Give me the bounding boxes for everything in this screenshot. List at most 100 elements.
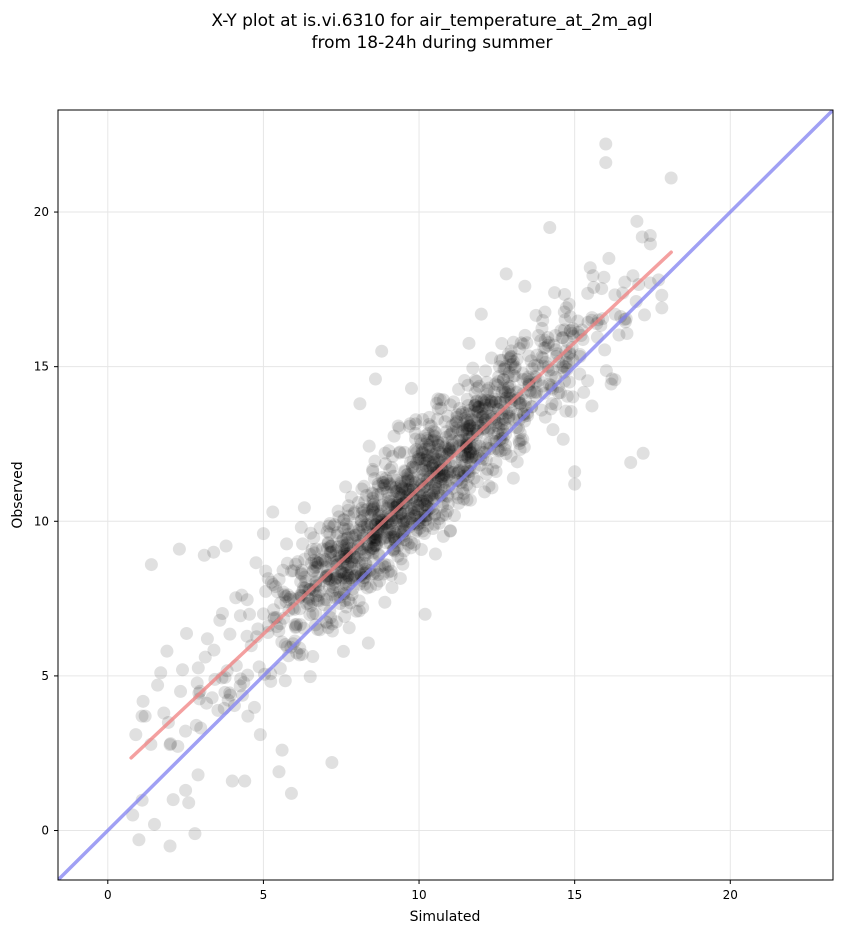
data-point — [516, 366, 530, 380]
data-point — [406, 455, 420, 469]
data-point — [392, 490, 406, 504]
reference-lines — [58, 110, 833, 880]
data-point — [306, 607, 320, 621]
data-point — [383, 523, 397, 537]
data-point — [463, 481, 477, 495]
data-point — [422, 489, 436, 503]
data-point — [470, 424, 484, 438]
data-point — [400, 490, 414, 504]
data-point — [390, 500, 404, 514]
data-point — [392, 486, 406, 500]
data-point — [508, 362, 522, 376]
data-point — [350, 551, 364, 565]
data-point — [468, 373, 482, 387]
data-point — [163, 738, 177, 752]
data-point — [496, 412, 510, 426]
data-point — [549, 343, 563, 357]
data-point — [583, 261, 597, 275]
data-point — [463, 419, 477, 433]
data-point — [459, 406, 473, 420]
data-point — [433, 445, 447, 459]
data-point — [349, 550, 363, 564]
data-point — [423, 461, 437, 475]
data-point — [387, 542, 401, 556]
data-point — [479, 436, 493, 450]
data-point — [468, 399, 482, 413]
data-point — [376, 482, 390, 496]
data-point — [443, 524, 457, 538]
data-point — [577, 385, 591, 399]
data-point — [418, 442, 432, 456]
data-point — [521, 370, 535, 384]
data-point — [223, 688, 237, 702]
data-point — [448, 508, 462, 522]
data-point — [501, 370, 515, 384]
data-point — [461, 469, 475, 483]
data-point — [630, 214, 644, 228]
data-point — [326, 520, 340, 534]
data-point — [358, 548, 372, 562]
data-point — [541, 330, 555, 344]
data-point — [435, 462, 449, 476]
data-point — [452, 464, 466, 478]
data-point — [344, 490, 358, 504]
data-point — [144, 558, 158, 572]
data-point — [259, 584, 273, 598]
data-point — [425, 491, 439, 505]
data-point — [638, 308, 652, 322]
data-point — [386, 543, 400, 557]
data-point — [471, 405, 485, 419]
data-point — [378, 517, 392, 531]
data-point — [332, 510, 346, 524]
data-point — [487, 426, 501, 440]
data-point — [489, 455, 503, 469]
data-point — [240, 593, 254, 607]
data-point — [489, 434, 503, 448]
data-point — [387, 524, 401, 538]
data-point — [313, 585, 327, 599]
data-point — [268, 580, 282, 594]
data-point — [352, 555, 366, 569]
data-point — [461, 398, 475, 412]
data-point — [409, 456, 423, 470]
data-point — [336, 521, 350, 535]
data-point — [241, 709, 255, 723]
data-point — [541, 338, 555, 352]
data-point — [454, 407, 468, 421]
data-point — [296, 537, 310, 551]
data-point — [408, 426, 422, 440]
data-point — [311, 556, 325, 570]
data-point — [441, 409, 455, 423]
data-point — [517, 407, 531, 421]
data-point — [367, 506, 381, 520]
data-point — [337, 571, 351, 585]
data-point — [364, 508, 378, 522]
data-point — [411, 498, 425, 512]
data-point — [387, 485, 401, 499]
data-point — [557, 305, 571, 319]
data-point — [354, 545, 368, 559]
data-point — [492, 370, 506, 384]
data-point — [238, 774, 252, 788]
data-point — [375, 498, 389, 512]
data-point — [372, 479, 386, 493]
data-point — [354, 518, 368, 532]
data-point — [300, 597, 314, 611]
data-point — [200, 632, 214, 646]
data-point — [608, 373, 622, 387]
data-point — [482, 398, 496, 412]
data-point — [272, 765, 286, 779]
data-point — [384, 568, 398, 582]
data-point — [419, 437, 433, 451]
data-point — [293, 602, 307, 616]
data-point — [478, 485, 492, 499]
data-point — [538, 410, 552, 424]
data-point — [467, 442, 481, 456]
data-point — [643, 237, 657, 251]
data-point — [331, 504, 345, 518]
data-point — [528, 369, 542, 383]
data-point — [358, 518, 372, 532]
data-point — [333, 590, 347, 604]
data-point — [383, 477, 397, 491]
data-point — [416, 446, 430, 460]
